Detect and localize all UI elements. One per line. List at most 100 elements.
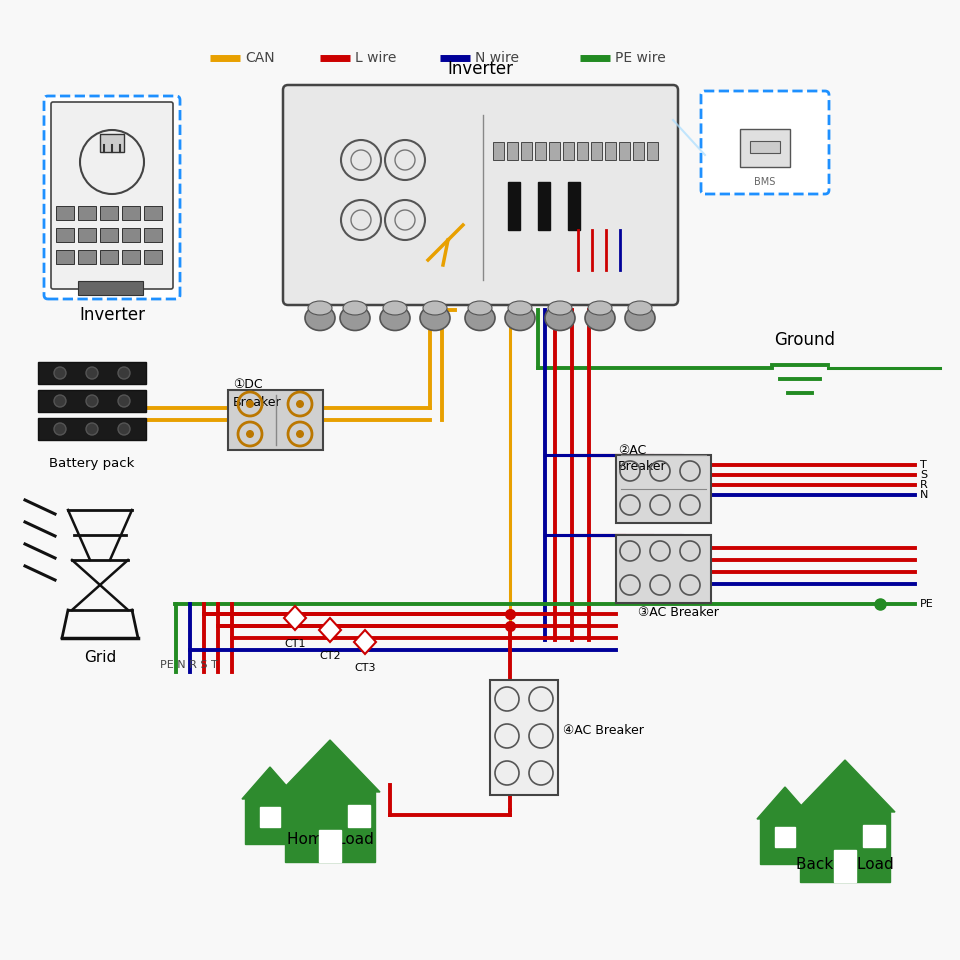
Text: PE: PE [920, 599, 934, 609]
Circle shape [54, 395, 66, 407]
Bar [100, 206, 118, 220]
Bar [78, 250, 96, 264]
Polygon shape [354, 630, 376, 654]
Bar [535, 142, 546, 160]
Text: S: S [920, 470, 927, 480]
Bar [834, 850, 856, 882]
Text: PE wire: PE wire [615, 51, 665, 65]
Ellipse shape [508, 301, 532, 315]
Circle shape [86, 423, 98, 435]
Text: ④AC Breaker: ④AC Breaker [563, 724, 644, 736]
Polygon shape [319, 618, 341, 642]
Bar [56, 206, 74, 220]
Text: N wire: N wire [475, 51, 519, 65]
Ellipse shape [423, 301, 447, 315]
Text: N: N [920, 490, 928, 500]
Text: Grid: Grid [84, 651, 116, 665]
Bar [508, 182, 520, 230]
Bar [619, 142, 630, 160]
Polygon shape [284, 606, 306, 630]
Polygon shape [280, 740, 380, 792]
Text: Inverter: Inverter [447, 60, 514, 78]
Bar [78, 281, 143, 295]
Bar [38, 390, 146, 412]
Bar [775, 827, 795, 847]
Bar [100, 250, 118, 264]
FancyBboxPatch shape [44, 96, 180, 299]
Bar [122, 228, 140, 242]
Bar [348, 805, 370, 827]
Text: R: R [920, 480, 927, 490]
Bar [591, 142, 602, 160]
Text: L wire: L wire [355, 51, 396, 65]
Ellipse shape [468, 301, 492, 315]
Circle shape [246, 430, 254, 438]
Bar [100, 134, 124, 152]
Bar [319, 830, 341, 862]
FancyBboxPatch shape [51, 102, 173, 289]
Bar [56, 228, 74, 242]
Bar [863, 825, 885, 847]
Ellipse shape [545, 305, 575, 330]
Bar [616, 535, 711, 603]
Ellipse shape [628, 301, 652, 315]
Ellipse shape [588, 301, 612, 315]
Ellipse shape [308, 301, 332, 315]
Circle shape [118, 367, 130, 379]
FancyBboxPatch shape [701, 91, 829, 194]
Text: Battery pack: Battery pack [49, 458, 134, 470]
Circle shape [118, 423, 130, 435]
Text: Inverter: Inverter [79, 306, 145, 324]
Bar [490, 680, 558, 795]
Ellipse shape [548, 301, 572, 315]
Text: T: T [920, 460, 926, 470]
Bar [549, 142, 560, 160]
Text: PE N R S T: PE N R S T [160, 660, 218, 670]
Circle shape [54, 367, 66, 379]
Text: ②AC: ②AC [618, 444, 646, 457]
Bar [521, 142, 532, 160]
Ellipse shape [420, 305, 450, 330]
Bar [563, 142, 574, 160]
Ellipse shape [625, 305, 655, 330]
Bar [740, 129, 790, 167]
Circle shape [86, 395, 98, 407]
Ellipse shape [340, 305, 370, 330]
Text: Ground: Ground [775, 331, 835, 349]
Bar [577, 142, 588, 160]
Bar [78, 228, 96, 242]
Circle shape [54, 423, 66, 435]
Circle shape [296, 430, 304, 438]
Bar [568, 182, 580, 230]
Bar [605, 142, 616, 160]
Circle shape [118, 395, 130, 407]
Bar [750, 141, 780, 153]
Bar [100, 228, 118, 242]
Bar [144, 206, 162, 220]
Text: Breaker: Breaker [233, 396, 281, 409]
Polygon shape [757, 787, 813, 819]
Bar [38, 362, 146, 384]
Text: Backup Load: Backup Load [796, 857, 894, 873]
Bar [122, 250, 140, 264]
Ellipse shape [380, 305, 410, 330]
Ellipse shape [383, 301, 407, 315]
Text: CT1: CT1 [284, 639, 305, 649]
Polygon shape [795, 760, 895, 812]
Bar [493, 142, 504, 160]
Bar [228, 390, 323, 450]
Bar [800, 812, 890, 882]
Ellipse shape [343, 301, 367, 315]
Ellipse shape [505, 305, 535, 330]
Text: Home Load: Home Load [287, 832, 373, 848]
Bar [760, 819, 810, 864]
Text: CT2: CT2 [319, 651, 341, 661]
Bar [633, 142, 644, 160]
Bar [260, 807, 280, 827]
Text: CAN: CAN [245, 51, 275, 65]
Bar [245, 799, 295, 844]
Ellipse shape [465, 305, 495, 330]
Ellipse shape [585, 305, 615, 330]
Bar [122, 206, 140, 220]
Circle shape [246, 400, 254, 408]
